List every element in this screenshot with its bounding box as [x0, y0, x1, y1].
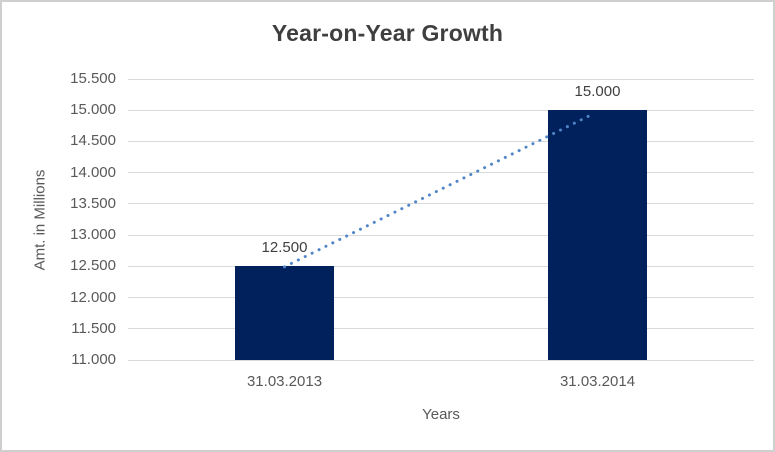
y-gridline — [128, 297, 754, 299]
bar-31.03.2014 — [548, 110, 647, 360]
y-gridline — [128, 140, 754, 142]
y-gridline — [128, 359, 754, 361]
y-gridline — [128, 328, 754, 330]
y-tick-label: 14.000 — [70, 163, 116, 181]
data-label: 15.000 — [574, 83, 621, 101]
y-gridline — [128, 172, 754, 174]
y-tick-label: 13.000 — [70, 226, 116, 244]
y-tick-label: 15.000 — [70, 101, 116, 119]
y-gridline — [128, 265, 754, 267]
bar-31.03.2013 — [235, 266, 334, 360]
x-category-label: 31.03.2014 — [559, 373, 636, 390]
y-tick-label: 15.500 — [70, 70, 116, 87]
data-label: 12.500 — [261, 239, 308, 257]
y-tick-label: 11.500 — [71, 319, 116, 337]
y-tick-label: 13.500 — [70, 194, 116, 212]
y-tick-label: 14.500 — [70, 132, 116, 150]
y-gridline — [128, 78, 754, 80]
x-axis-title: Years — [422, 406, 460, 423]
y-gridline — [128, 203, 754, 205]
y-axis-title: Amt. in Millions — [31, 169, 49, 270]
y-tick-label: 11.000 — [71, 351, 116, 368]
y-gridline — [128, 234, 754, 236]
x-category-label: 31.03.2013 — [246, 373, 323, 390]
y-tick-label: 12.500 — [70, 257, 116, 275]
y-gridline — [128, 109, 754, 111]
y-tick-label: 12.000 — [70, 288, 116, 306]
chart-title: Year-on-Year Growth — [271, 20, 504, 46]
